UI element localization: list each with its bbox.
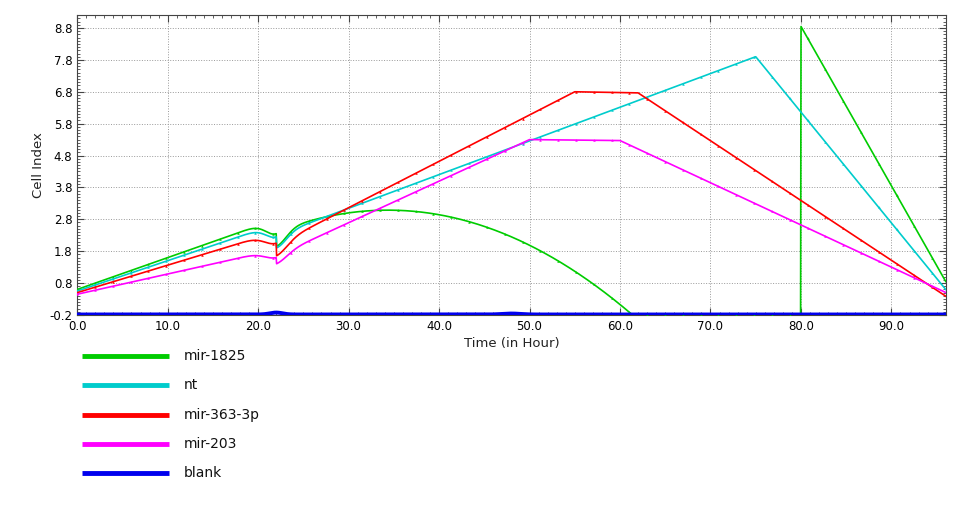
Y-axis label: Cell Index: Cell Index [32, 132, 45, 198]
Text: mir-203: mir-203 [183, 437, 236, 451]
X-axis label: Time (in Hour): Time (in Hour) [463, 337, 560, 350]
Text: nt: nt [183, 378, 198, 392]
Text: blank: blank [183, 466, 222, 481]
Text: mir-363-3p: mir-363-3p [183, 407, 260, 422]
Text: mir-1825: mir-1825 [183, 348, 246, 363]
